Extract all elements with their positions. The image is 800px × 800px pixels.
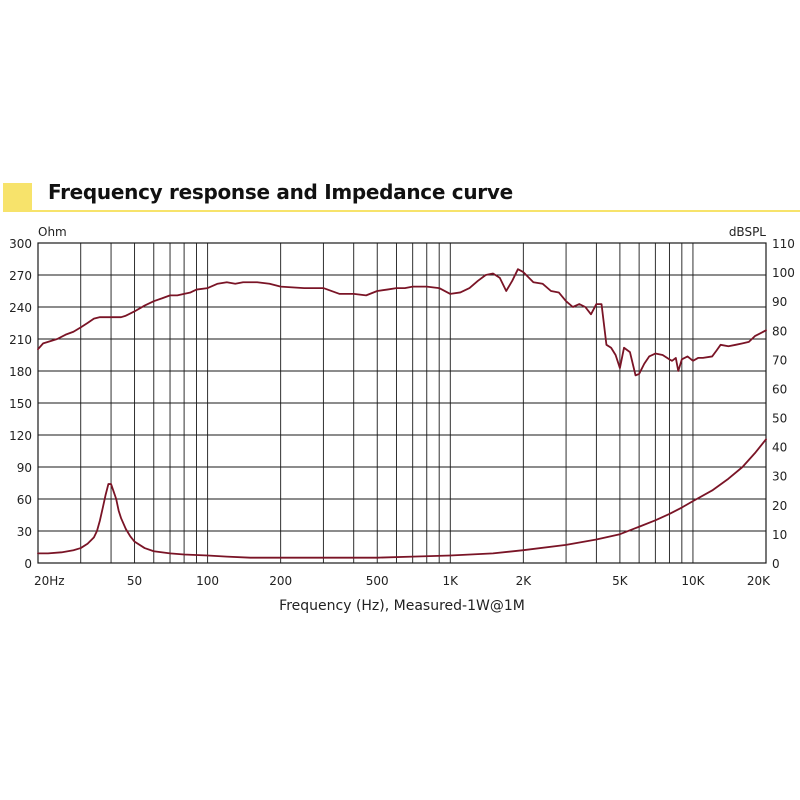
y-right-tick-label: 30 [772,470,787,484]
x-tick-label: 20Hz [34,574,65,588]
x-tick-label: 100 [196,574,219,588]
y-left-tick-label: 240 [9,301,32,315]
y-right-tick-label: 90 [772,295,787,309]
y-right-tick-label: 40 [772,441,787,455]
y-right-tick-label: 70 [772,353,787,367]
x-tick-label: 50 [127,574,142,588]
y-axis-label-right: dBSPL [729,225,766,239]
y-right-tick-label: 0 [772,557,780,571]
x-tick-label: 20K [747,574,771,588]
title-accent-block [3,183,32,212]
x-tick-label: 10K [681,574,705,588]
chart-title: Frequency response and Impedance curve [48,180,513,204]
impedance-curve [37,438,767,559]
y-right-tick-label: 10 [772,528,787,542]
y-left-tick-label: 60 [17,493,32,507]
y-left-tick-label: 210 [9,333,32,347]
plot-frame [37,242,767,564]
x-tick-label: 2K [516,574,533,588]
grid-lines [37,242,767,564]
y-right-tick-label: 100 [772,266,795,280]
y-left-tick-label: 270 [9,269,32,283]
x-axis-label: Frequency (Hz), Measured-1W@1M [279,598,525,614]
y-left-tick-label: 180 [9,365,32,379]
title-underline [3,210,800,212]
y-right-tick-label: 20 [772,499,787,513]
y-right-tick-label: 110 [772,237,795,251]
x-tick-label: 1K [443,574,460,588]
y-left-tick-label: 0 [24,557,32,571]
tick-labels: 0 30 60 90 120 150 180 210 240 270 300 0 10 20 30 40 50 6… [9,237,795,588]
x-tick-label: 500 [366,574,389,588]
x-tick-label: 200 [269,574,292,588]
x-tick-label: 5K [612,574,629,588]
frequency-response-curve [37,268,767,377]
y-left-tick-label: 90 [17,461,32,475]
y-left-tick-label: 120 [9,429,32,443]
y-axis-label-left: Ohm [38,225,67,239]
y-left-tick-label: 150 [9,397,32,411]
y-left-tick-label: 30 [17,525,32,539]
y-right-tick-label: 60 [772,382,787,396]
y-right-tick-label: 80 [772,324,787,338]
y-right-tick-label: 50 [772,412,787,426]
data-curves [37,268,767,559]
y-left-tick-label: 300 [9,237,32,251]
